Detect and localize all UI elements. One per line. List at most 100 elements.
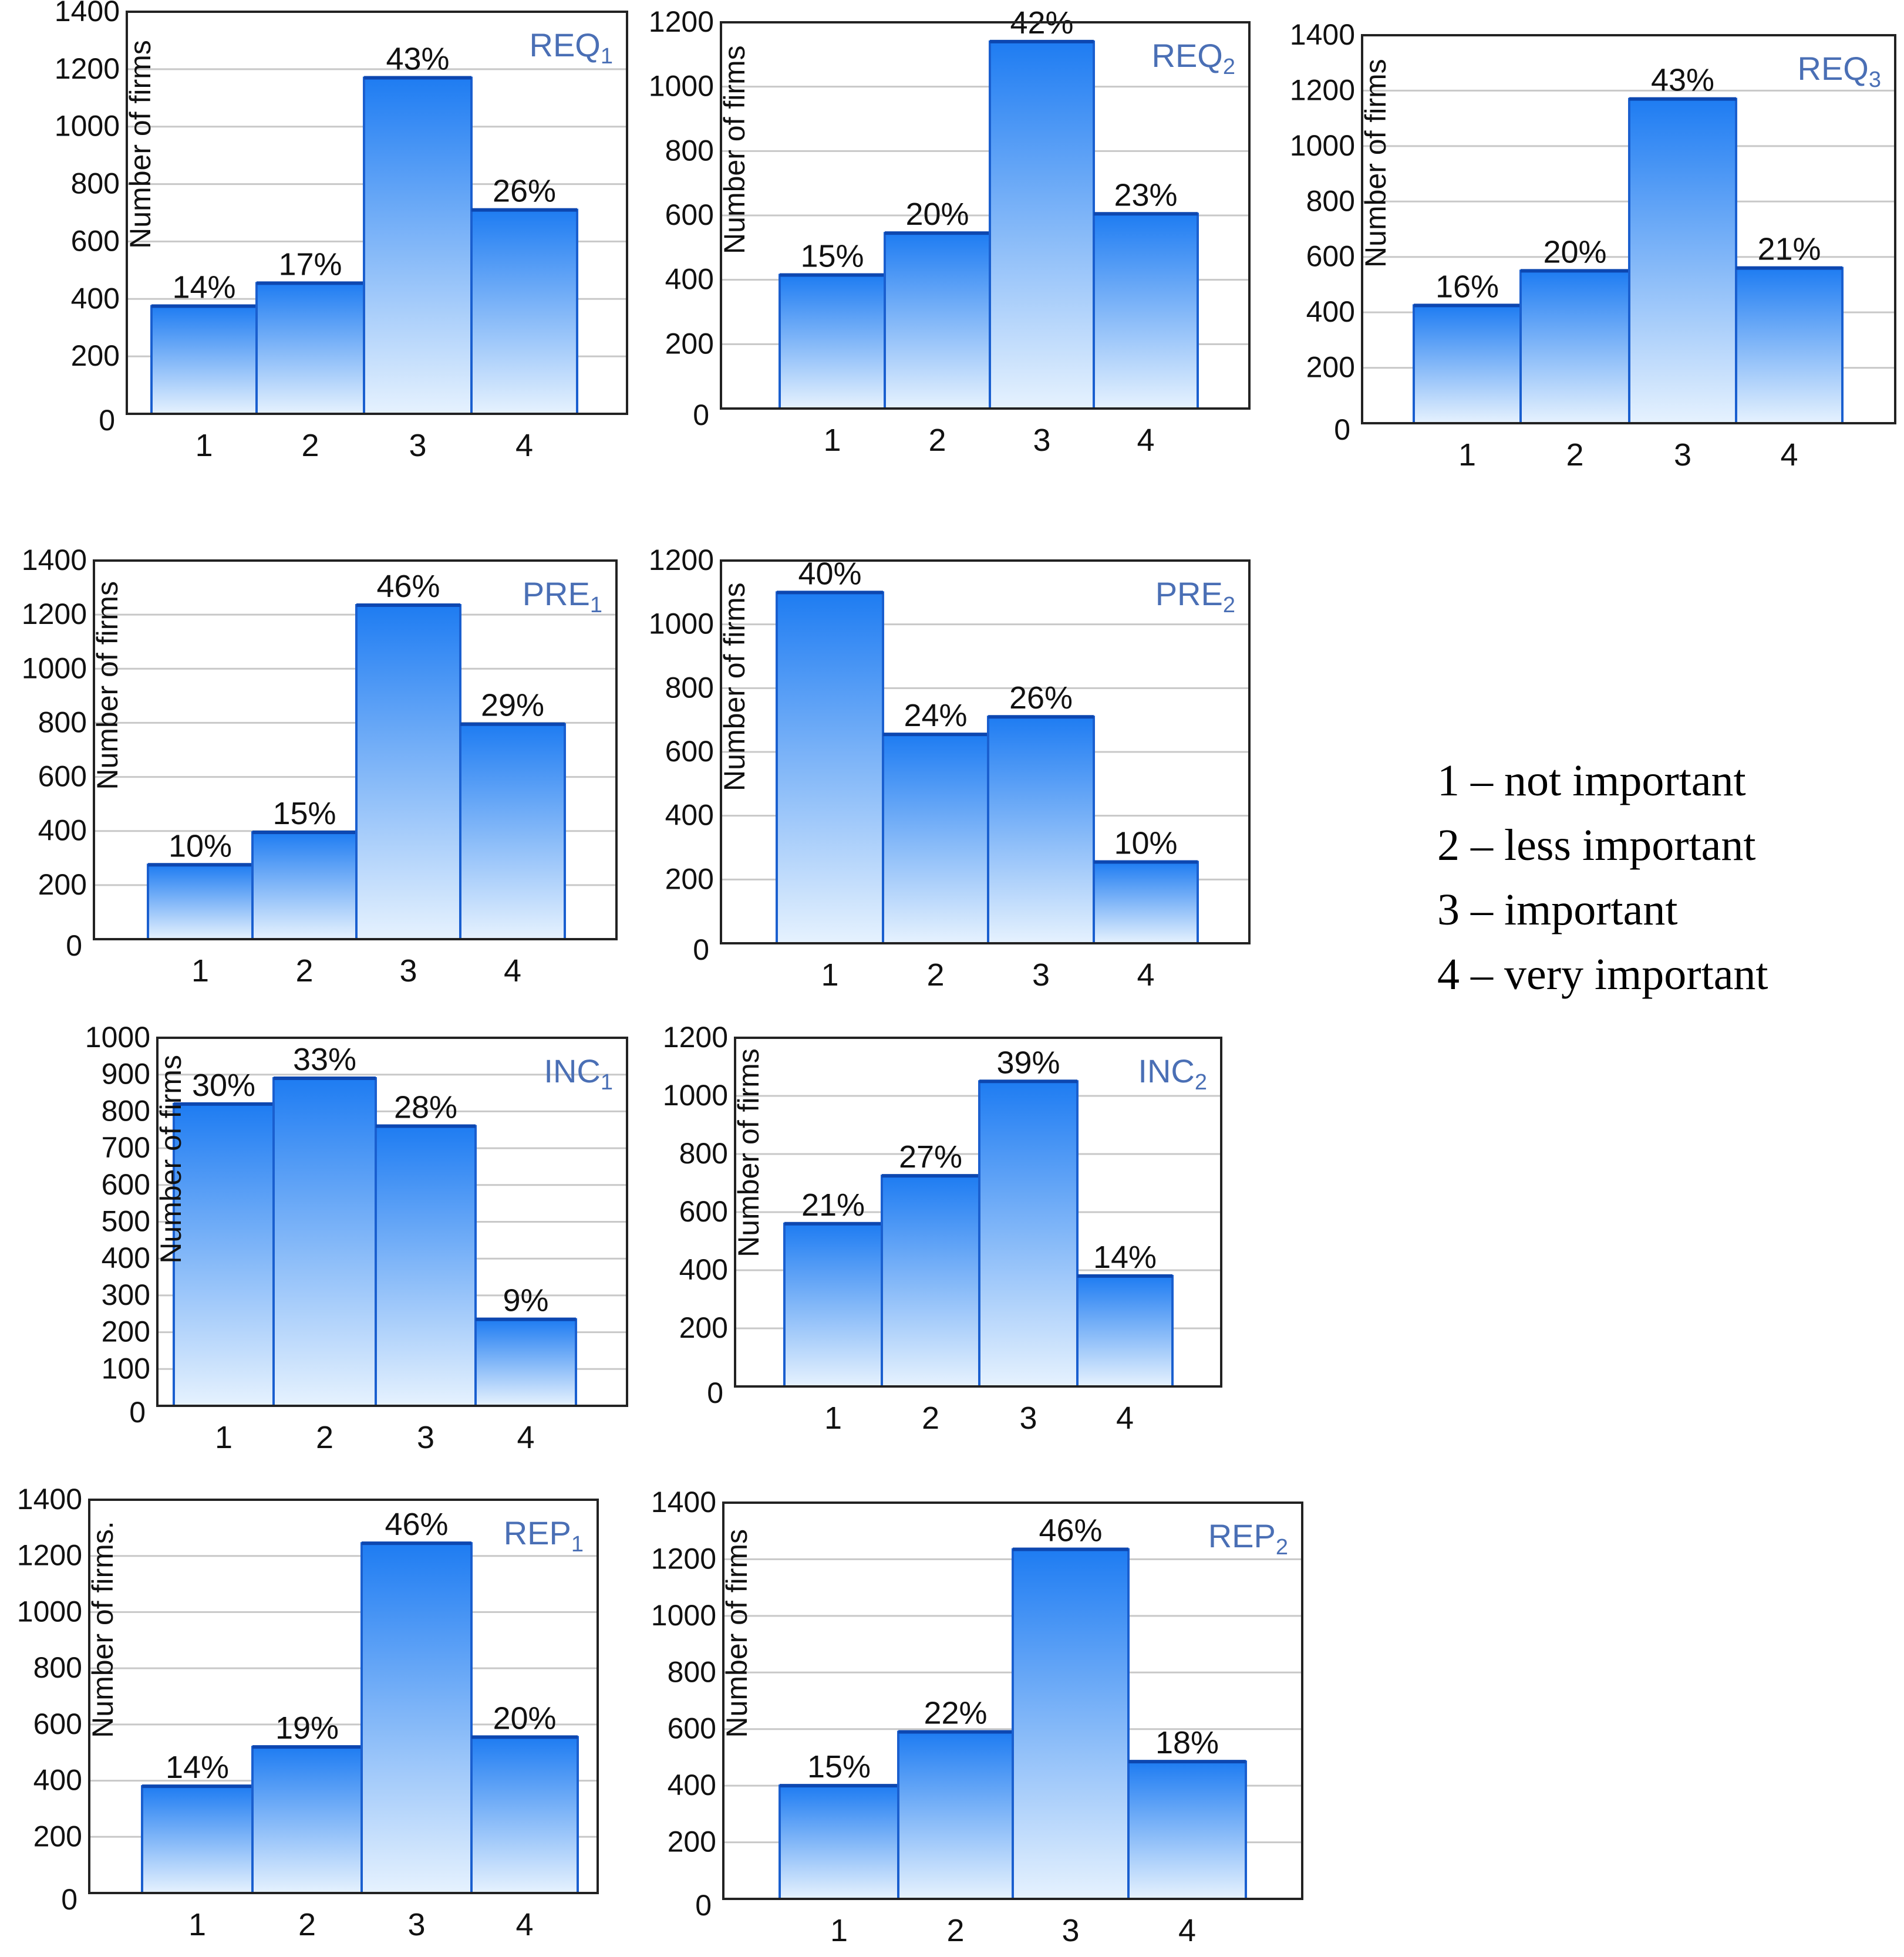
chart-title-subscript: 2 xyxy=(1223,593,1235,618)
x-tick-label: 2 xyxy=(928,423,946,458)
y-tick-label: 1200 xyxy=(22,598,87,630)
data-label: 15% xyxy=(272,796,336,831)
x-tick-label: 1 xyxy=(188,1907,206,1942)
y-tick-label: 800 xyxy=(1306,184,1355,217)
bar-req3-2 xyxy=(1519,269,1630,424)
bar-inc1-1 xyxy=(173,1102,275,1407)
chart-req2: 20040060080010001200015%120%242%323%4Num… xyxy=(649,5,1251,458)
y-tick-zero: 0 xyxy=(66,929,82,962)
chart-title-text: PRE xyxy=(523,575,590,612)
chart-title-text: PRE xyxy=(1155,575,1223,612)
plot-frame xyxy=(93,559,618,940)
chart-title-text: INC xyxy=(544,1052,600,1089)
data-label: 22% xyxy=(924,1696,987,1731)
chart-title-text: REP xyxy=(504,1514,571,1551)
x-tick-label: 3 xyxy=(1061,1913,1079,1948)
y-tick-label: 1400 xyxy=(1290,18,1355,51)
bar-pre1-2 xyxy=(251,831,358,940)
data-label: 18% xyxy=(1155,1725,1219,1760)
y-tick-label: 200 xyxy=(668,1826,716,1858)
y-tick-label: 900 xyxy=(102,1058,150,1091)
y-tick-label: 400 xyxy=(38,814,87,847)
data-label: 15% xyxy=(807,1749,871,1784)
y-tick-label: 800 xyxy=(102,1094,150,1127)
y-tick-label: 600 xyxy=(33,1708,82,1740)
y-tick-label: 700 xyxy=(102,1131,150,1164)
chart-title-subscript: 1 xyxy=(601,44,613,69)
y-tick-label: 600 xyxy=(71,224,120,257)
plot-frame xyxy=(720,21,1251,410)
x-tick-label: 3 xyxy=(1019,1401,1037,1436)
y-tick-label: 800 xyxy=(668,1655,716,1688)
y-tick-label: 1200 xyxy=(651,1542,716,1575)
data-label: 46% xyxy=(385,1507,448,1542)
bar-inc1-3 xyxy=(375,1125,477,1407)
x-tick-label: 1 xyxy=(823,423,841,458)
chart-title: INC2 xyxy=(1138,1052,1207,1095)
data-label: 17% xyxy=(278,247,342,282)
x-tick-label: 3 xyxy=(409,428,426,463)
chart-title: REQ3 xyxy=(1798,50,1882,92)
x-tick-label: 4 xyxy=(504,953,521,988)
y-tick-label: 200 xyxy=(102,1315,150,1348)
chart-rep1: 200 400 600 800 1000 1200 1400 0 14% 1 19% 2 46% 3 20%… xyxy=(17,1483,599,1942)
bar-req2-4 xyxy=(1093,212,1199,410)
data-label: 39% xyxy=(996,1045,1060,1080)
y-axis-label: Number of firms xyxy=(718,45,751,254)
data-label: 40% xyxy=(798,556,861,591)
y-tick-label: 1000 xyxy=(649,70,714,103)
y-tick-label: 200 xyxy=(679,1311,728,1344)
bar-req1-1 xyxy=(150,305,258,416)
data-label: 14% xyxy=(1093,1240,1157,1275)
y-tick-label: 1200 xyxy=(1290,73,1355,106)
y-tick-label: 1400 xyxy=(22,544,87,576)
y-tick-zero: 0 xyxy=(1334,413,1350,446)
x-tick-label: 2 xyxy=(295,953,313,988)
x-tick-label: 3 xyxy=(399,953,417,988)
y-axis-label: Number of firms xyxy=(124,40,157,249)
bar-pre1-4 xyxy=(459,723,566,941)
y-tick-zero: 0 xyxy=(693,933,709,966)
data-label: 10% xyxy=(169,828,232,863)
y-tick-label: 200 xyxy=(71,339,120,372)
bar-pre1-3 xyxy=(355,604,461,940)
plot-frame xyxy=(1361,34,1896,424)
chart-req1: 200 400 600 800 1000 1200 1400 0 14% 1 17% 2 43% 3 26%… xyxy=(55,0,628,463)
bar-inc2-3 xyxy=(978,1080,1079,1388)
data-label: 27% xyxy=(899,1139,962,1175)
bar-rep2-3 xyxy=(1012,1548,1130,1900)
x-tick-label: 1 xyxy=(830,1913,848,1948)
x-tick-label: 3 xyxy=(1032,957,1050,993)
x-tick-label: 1 xyxy=(1458,437,1476,473)
x-tick-label: 1 xyxy=(215,1420,232,1455)
bar-req1-2 xyxy=(255,282,365,415)
x-tick-label: 3 xyxy=(407,1907,425,1942)
bar-inc2-1 xyxy=(783,1222,883,1388)
chart-title: REQ2 xyxy=(1152,37,1236,79)
chart-title-text: REQ xyxy=(1798,50,1869,87)
y-tick-zero: 0 xyxy=(129,1396,146,1429)
y-tick-label: 800 xyxy=(679,1137,728,1170)
y-tick-label: 400 xyxy=(679,1253,728,1286)
x-tick-label: 2 xyxy=(298,1907,316,1942)
x-tick-label: 2 xyxy=(922,1401,939,1436)
y-tick-label: 1200 xyxy=(663,1021,728,1054)
legend-item-4: 4 – very important xyxy=(1437,950,1768,999)
bar-req1-3 xyxy=(363,76,473,416)
chart-title-subscript: 2 xyxy=(1223,55,1235,79)
bar-req3-4 xyxy=(1735,266,1844,424)
y-tick-zero: 0 xyxy=(707,1376,723,1409)
data-label: 29% xyxy=(481,688,544,723)
chart-title-text: REQ xyxy=(530,26,601,63)
y-axis-label: Number of firms. xyxy=(86,1521,119,1738)
y-axis-label: Number of firms xyxy=(91,581,124,790)
y-tick-zero: 0 xyxy=(99,404,115,437)
y-tick-label: 400 xyxy=(668,1769,716,1801)
x-tick-label: 3 xyxy=(1674,437,1691,473)
bar-pre1-1 xyxy=(147,863,254,941)
data-label: 21% xyxy=(1757,232,1821,267)
y-tick-label: 100 xyxy=(102,1352,150,1385)
chart-title: PRE2 xyxy=(1155,575,1235,618)
bar-pre2-4 xyxy=(1093,861,1199,944)
chart-pre1: 200 400 600 800 1000 1200 1400 0 10% 1 15% 2 46% 3 29%… xyxy=(22,544,618,988)
